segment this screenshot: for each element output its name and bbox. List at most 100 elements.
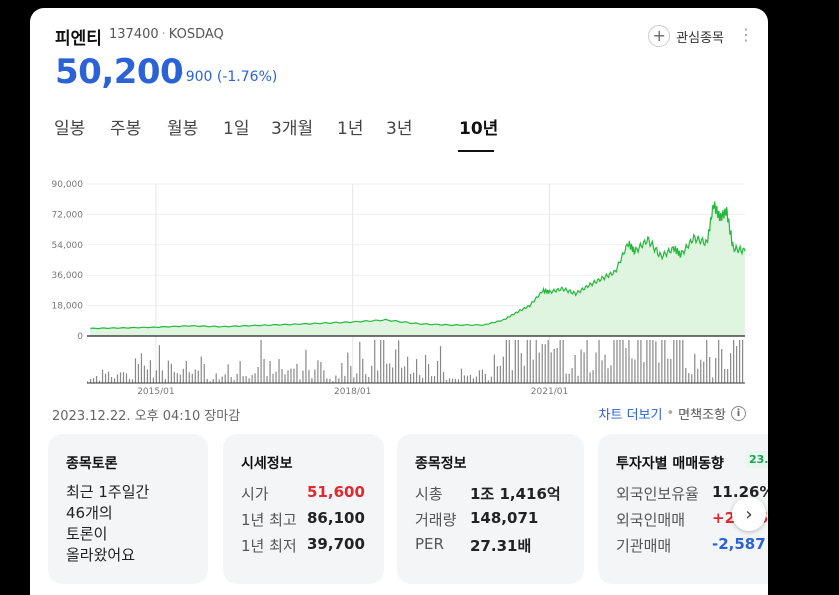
volume-bar	[395, 349, 397, 383]
volume-bar	[733, 340, 735, 383]
market-timestamp: 2023.12.22. 오후 04:10 장마감	[52, 409, 241, 424]
year-low-row: 1년 최저 39,700	[241, 535, 365, 555]
y-tick-label: 54,000	[52, 241, 84, 251]
volume-bar	[643, 362, 645, 383]
stock-info-panel[interactable]: 종목정보 시총 1조 1,416억 거래량 148,071 PER 27.31배	[397, 434, 584, 584]
volume-bar	[694, 353, 696, 383]
tab-daily[interactable]: 일봉	[54, 119, 86, 139]
volume-bar	[718, 340, 720, 383]
volume-bar	[98, 380, 101, 383]
volume-bar	[439, 346, 442, 383]
volume-bar	[736, 346, 738, 383]
volume-bar	[541, 343, 543, 383]
volume-bar	[610, 365, 612, 383]
volume-bar	[386, 363, 388, 383]
volume-bar	[398, 340, 400, 383]
more-chart-link[interactable]: 차트 더보기	[598, 408, 663, 423]
next-panel-button[interactable]: ›	[732, 497, 766, 531]
y-tick-label: 90,000	[52, 180, 84, 190]
volume-bar	[424, 354, 427, 383]
tab-weekly[interactable]: 주봉	[110, 119, 142, 139]
volume-bar	[305, 349, 307, 383]
volume-bar	[137, 363, 140, 383]
x-tick-label: 2021/01	[531, 387, 568, 397]
volume-bar	[380, 340, 382, 383]
volume-bar	[703, 361, 705, 383]
volume-bar	[227, 364, 229, 383]
disclaimer-link[interactable]: 면책조항	[678, 408, 726, 423]
y-tick-label: 0	[77, 332, 83, 342]
volume-bar	[242, 376, 244, 383]
volume-bar	[607, 368, 609, 383]
volume-bar	[92, 378, 95, 383]
volume-bar	[529, 340, 531, 383]
stock-code: 137400 · KOSDAQ	[109, 27, 224, 42]
volume-bar	[535, 340, 537, 383]
volume-bar	[263, 358, 265, 383]
volume-bar	[505, 340, 507, 383]
volume-bar	[119, 372, 122, 383]
volume-bar	[616, 340, 618, 383]
volume-bar	[469, 374, 472, 383]
volume-bar	[673, 340, 675, 383]
investor-date-badge: 23.	[745, 451, 768, 468]
volume-bar	[347, 352, 349, 383]
market-info-panel[interactable]: 시세정보 시가 51,600 1년 최고 86,100 1년 최저 39,700	[223, 434, 384, 584]
active-tab-indicator	[458, 150, 494, 152]
volume-bar	[302, 370, 304, 383]
volume-bar	[410, 373, 412, 383]
tab-monthly[interactable]: 월봉	[167, 119, 199, 139]
volume-bar	[251, 375, 253, 383]
volume-bar	[568, 373, 570, 383]
volume-bar	[122, 372, 125, 383]
volume-bar	[655, 341, 657, 383]
volume-bar	[559, 340, 561, 383]
volume-bar	[433, 375, 436, 383]
price-area	[90, 201, 746, 336]
volume-bar	[598, 340, 600, 383]
volume-bar	[583, 352, 585, 383]
volume-bar	[544, 344, 546, 383]
tab-3m[interactable]: 3개월	[271, 119, 314, 139]
volume-bar	[712, 377, 714, 383]
price-chart[interactable]: 90,000 72,000 54,000 36,000 18,000 0 2015/01 2…	[30, 168, 768, 398]
volume-bar	[311, 377, 313, 383]
stock-name[interactable]: 피엔티	[55, 29, 102, 49]
volume-bar	[320, 361, 322, 383]
volume-bar	[332, 381, 334, 383]
tab-1y[interactable]: 1년	[337, 119, 364, 139]
tab-1d[interactable]: 1일	[223, 119, 250, 139]
volume-bar	[104, 373, 107, 383]
volume-bar	[571, 368, 573, 383]
volume-bar	[532, 359, 534, 383]
market-cap-row: 시총 1조 1,416억	[415, 485, 561, 503]
volume-bar	[143, 365, 146, 383]
volume-bar	[392, 367, 394, 383]
volume-bar	[275, 371, 277, 383]
volume-bar	[206, 378, 208, 383]
more-options-icon[interactable]: ⋮	[738, 25, 754, 44]
discussion-panel[interactable]: 종목토론 최근 1주일간 46개의 토론이 올라왔어요	[48, 434, 208, 584]
volume-bar	[173, 371, 175, 383]
volume-bar	[619, 340, 621, 383]
volume-bar	[329, 378, 331, 383]
volume-bar	[649, 340, 651, 383]
volume-bar	[233, 380, 235, 383]
volume-bar	[125, 373, 128, 383]
volume-bar	[149, 360, 152, 383]
volume-bar	[577, 375, 579, 383]
tab-10y[interactable]: 10년	[459, 119, 499, 139]
volume-bar	[457, 379, 460, 383]
volume-bar	[661, 340, 663, 383]
watchlist-button[interactable]: + 관심종목	[648, 24, 724, 48]
volume-bar	[287, 370, 289, 383]
market-info-title: 시세정보	[241, 456, 293, 472]
volume-bar	[739, 340, 741, 383]
investor-trend-title: 투자자별 매매동향	[616, 456, 724, 472]
info-icon[interactable]: i	[731, 406, 746, 421]
x-tick-label: 2018/01	[334, 387, 371, 397]
volume-bar	[592, 370, 594, 383]
tab-3y[interactable]: 3년	[386, 119, 413, 139]
volume-bar	[547, 340, 549, 383]
volume-bar	[389, 363, 391, 383]
